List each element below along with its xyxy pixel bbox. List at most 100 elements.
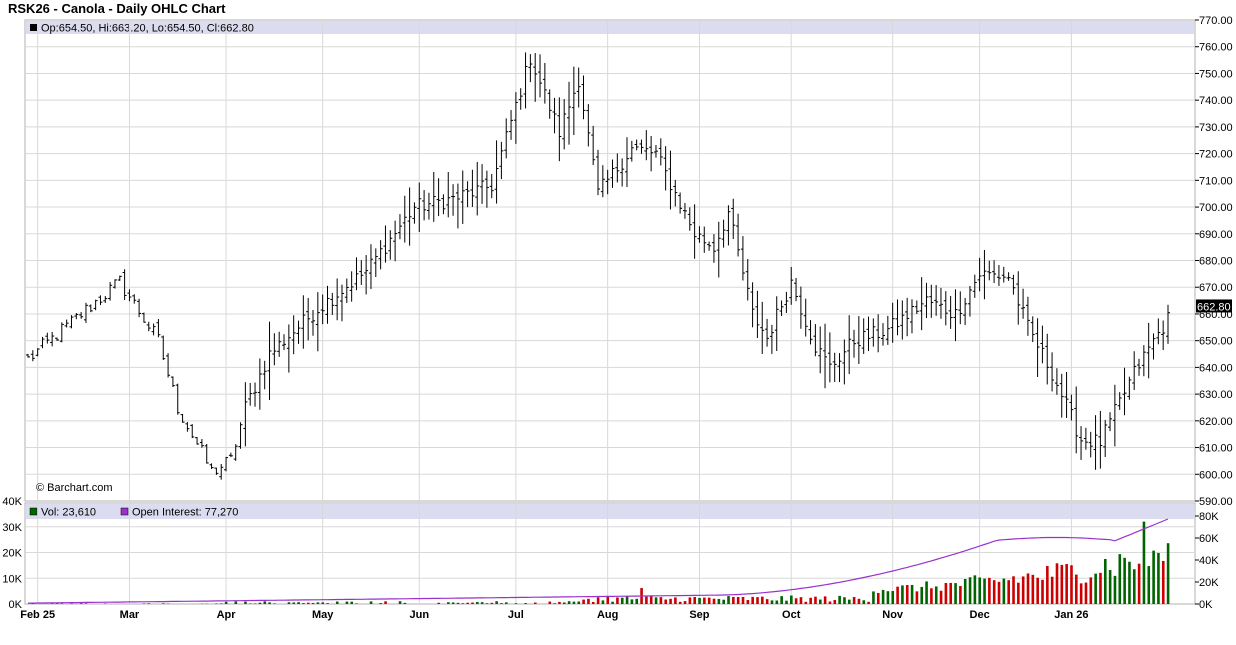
x-tick-label: Jun xyxy=(409,609,429,621)
price-tick-label: 670.00 xyxy=(1199,282,1233,294)
ohlc-bar xyxy=(446,172,451,218)
ohlc-bar xyxy=(98,295,103,306)
ohlc-bar xyxy=(282,334,287,350)
ohlc-bar xyxy=(750,282,755,328)
ohlc-bar xyxy=(938,287,943,319)
volume-bar xyxy=(147,603,151,604)
volume-bar xyxy=(896,586,899,604)
ohlc-bar xyxy=(919,277,924,331)
volume-bar xyxy=(514,603,518,604)
volume-bars xyxy=(31,521,1170,604)
volume-bar xyxy=(915,591,919,604)
last-value-tag: 662.80 xyxy=(1196,299,1232,313)
ohlc-bar xyxy=(658,138,663,166)
ohlc-bar xyxy=(542,62,547,104)
volume-bar xyxy=(891,591,895,604)
volume-bar xyxy=(1089,577,1093,604)
volume-bar xyxy=(1128,561,1131,604)
ohlc-bar xyxy=(1146,322,1151,379)
volume-bar xyxy=(905,585,909,604)
ohlc-bar xyxy=(591,125,596,166)
ohlc-bar xyxy=(1050,352,1055,392)
price-tick-label: 610.00 xyxy=(1199,443,1233,455)
x-tick-label: Feb 25 xyxy=(20,609,55,621)
volume-bar xyxy=(611,601,614,604)
volume-bar xyxy=(669,598,672,604)
ohlc-bar xyxy=(765,318,770,347)
ohlc-bar xyxy=(562,99,567,150)
ohlc-bar xyxy=(1040,325,1045,364)
volume-bar xyxy=(1055,563,1059,604)
ohlc-bar xyxy=(909,299,914,334)
volume-bar xyxy=(823,596,827,604)
price-tick-label: 640.00 xyxy=(1199,362,1233,374)
ohlc-bar xyxy=(50,331,55,347)
ohlc-bar xyxy=(668,150,673,210)
ohlc-bar xyxy=(422,190,427,221)
volume-bar xyxy=(698,597,701,604)
volume-bar xyxy=(273,603,276,604)
volume-bar xyxy=(1079,583,1083,604)
ohlc-bar xyxy=(344,278,349,304)
ohlc-bar xyxy=(557,97,562,162)
ohlc-bar xyxy=(504,118,509,159)
ohlc-bar xyxy=(885,315,890,345)
ohlc-bar xyxy=(499,141,504,180)
ohlc-bar xyxy=(180,413,185,423)
ohlc-bar xyxy=(26,353,30,358)
chart-title: RSK26 - Canola - Daily OHLC Chart xyxy=(8,1,226,16)
volume-bar xyxy=(625,596,629,604)
volume-bar xyxy=(306,602,310,604)
volume-bar xyxy=(630,599,634,604)
ohlc-bar xyxy=(992,260,997,284)
ohlc-bar xyxy=(1064,371,1069,419)
volume-bar xyxy=(355,603,358,604)
volume-bar xyxy=(930,588,933,604)
volume-bar xyxy=(1002,578,1006,604)
x-tick-label: Apr xyxy=(217,609,237,621)
volume-bar xyxy=(997,581,1001,604)
volume-bar xyxy=(635,598,639,604)
ohlc-bar xyxy=(610,159,615,188)
ohlc-bar xyxy=(615,153,620,183)
ohlc-bar xyxy=(1108,412,1113,432)
ohlc-bar xyxy=(388,230,393,260)
volume-bar xyxy=(1142,521,1146,604)
ohlc-bar xyxy=(122,269,127,300)
volume-bar xyxy=(838,595,841,604)
ohlc-bar xyxy=(856,316,861,364)
open-interest-line xyxy=(28,518,1169,604)
ohlc-bar xyxy=(533,53,538,102)
volume-bar xyxy=(867,601,870,604)
volume-bar xyxy=(1041,579,1044,604)
ohlc-bar xyxy=(306,297,311,341)
ohlc-bar xyxy=(1132,351,1137,391)
volume-bar xyxy=(350,601,354,604)
ohlc-bar xyxy=(412,202,417,224)
ohlc-bar xyxy=(79,312,84,319)
ohlc-bar xyxy=(397,214,402,240)
ohlc-bar xyxy=(277,331,282,357)
volume-bar xyxy=(234,601,238,604)
volume-bar xyxy=(287,602,291,604)
volume-bar xyxy=(220,603,223,604)
volume-bar xyxy=(490,602,494,604)
x-tick-label: Dec xyxy=(970,609,990,621)
ohlc-bar xyxy=(451,184,456,216)
volume-legend-band xyxy=(26,504,1194,519)
ohlc-bar xyxy=(576,67,581,108)
volume-bar xyxy=(215,603,218,604)
volume-bar xyxy=(316,602,320,604)
ohlc-bar xyxy=(673,179,678,207)
volume-bar xyxy=(1113,575,1117,604)
ohlc-bar xyxy=(890,302,895,343)
ohlc-bar xyxy=(141,312,146,323)
volume-bar xyxy=(302,603,305,604)
ohlc-bar xyxy=(687,207,692,231)
volume-bar xyxy=(1084,582,1088,604)
ohlc-bar xyxy=(137,298,142,318)
ohlc-bar xyxy=(972,274,977,298)
volume-bar xyxy=(727,596,730,604)
volume-bar xyxy=(857,598,861,604)
ohlc-bar xyxy=(156,318,161,338)
